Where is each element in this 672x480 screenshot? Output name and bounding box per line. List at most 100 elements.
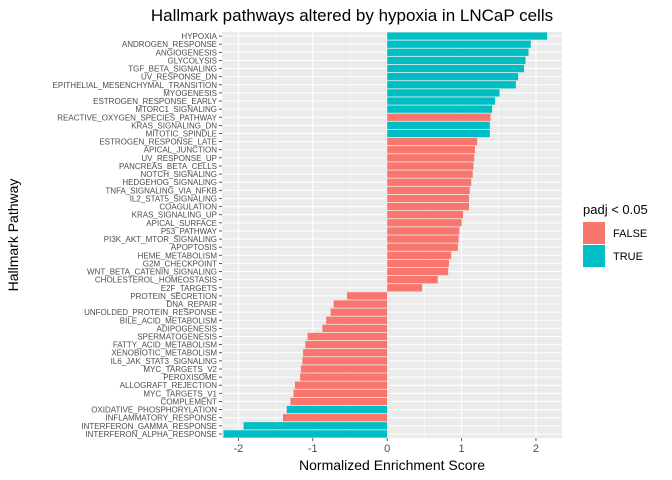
bar-notch-signaling [387,170,473,178]
x-axis-label: Normalized Enrichment Score [299,457,485,473]
bar-angiogenesis [387,48,529,56]
bar-pi3k-akt-mtor-signaling [387,235,459,243]
bar-protein-secretion [346,292,388,300]
bar-coagulation [387,202,470,211]
y-tick-label: IL6_JAK_STAT3_SIGNALING [111,357,217,366]
bar-mtorc1-signaling [387,105,493,113]
y-tick-label: COMPLEMENT [161,397,218,406]
y-tick-label: ALLOGRAFT_REJECTION [120,381,218,390]
y-tick-label: UV_RESPONSE_UP [141,154,217,163]
x-tick-label: 0 [384,443,390,455]
legend-key-true [583,245,605,267]
bar-apical-junction [387,146,475,154]
bar-tgf-beta-signaling [387,64,525,73]
bar-estrogen-response-late [387,137,478,146]
legend: padj < 0.05 FALSE TRUE [583,202,648,267]
y-tick-label: MYOGENESIS [163,89,217,98]
bar-kras-signaling-dn [387,121,490,130]
y-axis-label: Hallmark Pathway [5,179,21,292]
bar-spermatogenesis [307,332,388,341]
bar-complement [290,397,388,406]
y-tick-label: MTORC1_SIGNALING [135,105,217,114]
bar-myc-targets-v2 [300,365,388,373]
x-axis: -2 -1 0 1 2 [233,438,539,455]
y-axis: HYPOXIAANDROGEN_RESPONSEANGIOGENESISGLYC… [53,32,222,439]
y-tick-label: NOTCH_SIGNALING [141,170,217,179]
bar-uv-response-dn [387,73,519,81]
bar-il2-stat5-signaling [387,194,470,203]
bar-myogenesis [387,89,500,97]
y-tick-label: TNFA_SIGNALING_VIA_NFKB [105,186,217,195]
bar-bile-acid-metabolism [326,316,388,324]
bar-fatty-acid-metabolism [305,340,388,349]
y-tick-label: BILE_ACID_METABOLISM [120,316,218,325]
y-tick-label: UV_RESPONSE_DN [141,73,217,82]
bar-cholesterol-homeostasis [387,276,438,284]
y-tick-label: APICAL_SURFACE [146,219,217,228]
y-tick-label: HYPOXIA [181,32,217,41]
legend-key-false [583,222,605,244]
legend-label-false: FALSE [613,228,647,240]
y-tick-label: E2F_TARGETS [161,284,217,293]
y-tick-label: CHOLESTEROL_HOMEOSTASIS [95,276,217,285]
y-tick-label: SPERMATOGENESIS [137,333,217,342]
y-tick-label: PEROXISOME [163,373,217,382]
bar-apical-surface [387,219,462,227]
y-tick-label: ANGIOGENESIS [156,48,217,57]
bar-heme-metabolism [387,251,452,259]
bar-allograft-rejection [294,381,388,389]
y-tick-label: FATTY_ACID_METABOLISM [113,341,218,350]
y-tick-label: INTERFERON_GAMMA_RESPONSE [81,422,217,431]
bar-pancreas-beta-cells [387,162,474,170]
bar-hypoxia [387,32,548,40]
bar-wnt-beta-catenin-signaling [387,267,449,276]
legend-title: padj < 0.05 [583,202,648,217]
y-tick-label: INTERFERON_ALPHA_RESPONSE [85,430,217,439]
y-tick-label: UNFOLDED_PROTEIN_RESPONSE [84,308,217,317]
x-tick-label: -2 [233,443,243,455]
bar-interferon-alpha-response [223,430,388,438]
y-tick-label: APOPTOSIS [171,243,217,252]
bar-peroxisome [300,373,388,381]
bar-reactive-oxygen-species-pathway [387,113,491,121]
y-tick-label: XENOBIOTIC_METABOLISM [111,349,217,358]
bar-inflammatory-response [283,414,388,422]
y-tick-label: REACTIVE_OXYGEN_SPECIES_PATHWAY [57,113,217,122]
y-tick-label: PI3K_AKT_MTOR_SIGNALING [104,235,217,244]
bar-xenobiotic-metabolism [303,349,388,357]
bar-g2m-checkpoint [387,259,449,268]
y-tick-label: MYC_TARGETS_V1 [143,389,217,398]
y-tick-label: WNT_BETA_CATENIN_SIGNALING [87,268,217,277]
y-tick-label: HEDGEHOG_SIGNALING [122,178,217,187]
y-tick-label: OXIDATIVE_PHOSPHORYLATION [91,406,217,415]
bars [223,32,548,438]
bar-mitotic-spindle [387,129,490,138]
y-tick-label: COAGULATION [159,203,217,212]
chart-title: Hallmark pathways altered by hypoxia in … [151,6,553,25]
y-tick-label: GLYCOLYSIS [168,56,218,65]
y-tick-label: ESTROGEN_RESPONSE_LATE [99,138,217,147]
y-tick-label: PANCREAS_BETA_CELLS [119,162,217,171]
y-tick-label: EPITHELIAL_MESENCHYMAL_TRANSITION [53,81,218,90]
bar-myc-targets-v1 [293,389,388,397]
y-tick-label: MITOTIC_SPINDLE [146,130,217,139]
bar-adipogenesis [322,324,388,333]
x-tick-label: -1 [308,443,318,455]
legend-label-true: TRUE [613,251,643,263]
y-tick-label: INFLAMMATORY_RESPONSE [105,414,217,423]
bar-il6-jak-stat3-signaling [302,357,388,365]
bar-tnfa-signaling-via-nfkb [387,186,470,194]
y-tick-label: P53_PATHWAY [161,227,218,236]
y-tick-label: TGF_BETA_SIGNALING [128,65,217,74]
y-tick-label: ESTROGEN_RESPONSE_EARLY [93,97,218,106]
bar-e2f-targets [387,284,423,292]
bar-apoptosis [387,243,458,251]
y-tick-label: G2M_CHECKPOINT [143,259,217,268]
x-tick-label: 2 [533,443,539,455]
bar-p53-pathway [387,227,460,235]
y-tick-label: IL2_STAT5_SIGNALING [130,194,217,203]
y-tick-label: ADIPOGENESIS [157,324,217,333]
bar-unfolded-protein-response [330,308,388,316]
y-tick-label: PROTEIN_SECRETION [130,292,217,301]
